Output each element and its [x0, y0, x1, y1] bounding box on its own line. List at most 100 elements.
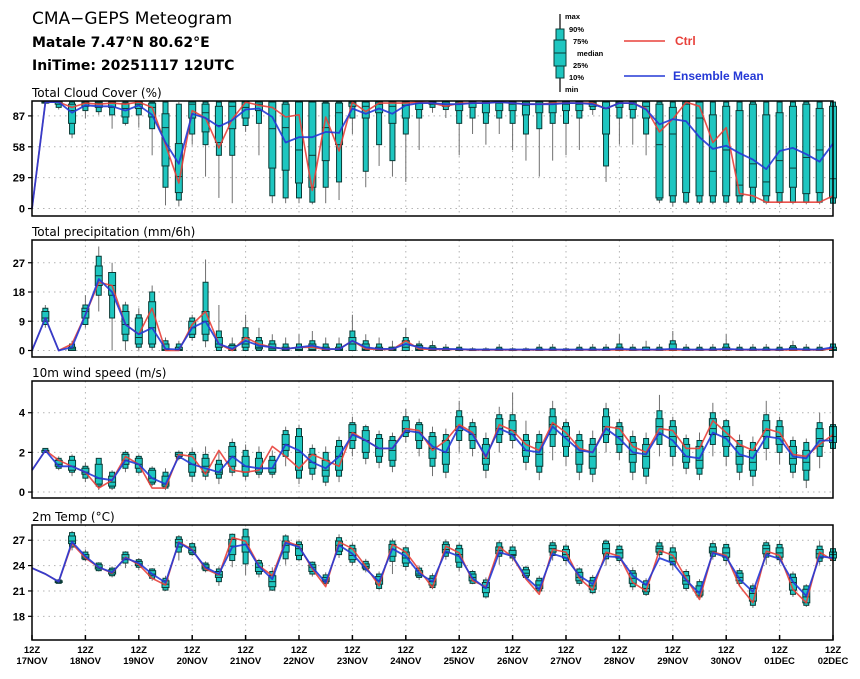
x-tick-label-date: 22NOV [283, 656, 315, 667]
box-cloud [495, 101, 504, 135]
box-iqr [148, 301, 157, 345]
box-iqr [548, 101, 557, 114]
box-iqr [295, 101, 303, 184]
chart-title: CMA−GEPS Meteogram [32, 9, 232, 29]
box-cloud [348, 101, 357, 135]
box-wind [254, 446, 263, 479]
x-tick-label-time: 12Z [184, 645, 201, 656]
legend-ctrl-label: Ctrl [675, 34, 696, 48]
box-iqr [455, 416, 464, 432]
box-wind [802, 438, 811, 489]
x-tick-label-time: 12Z [24, 645, 41, 656]
box-iqr [148, 102, 157, 118]
box-temp [441, 539, 450, 560]
box-cloud [521, 101, 530, 161]
box-wind [415, 418, 424, 457]
y-tick-label: 18 [13, 287, 25, 299]
y-tick-label: 29 [13, 173, 25, 185]
x-tick-label-time: 12Z [344, 645, 361, 656]
y-tick-label: 58 [13, 142, 25, 154]
box-wind [588, 430, 597, 483]
box-iqr [775, 426, 784, 445]
box-iqr [602, 416, 611, 436]
y-tick-label: 18 [13, 611, 25, 623]
box-cloud [695, 101, 704, 205]
x-tick-label-time: 12Z [77, 645, 94, 656]
x-tick-label-date: 02DEC [818, 656, 849, 667]
x-tick-label-date: 30NOV [711, 656, 743, 667]
box-wind [94, 457, 103, 491]
box-wind [201, 446, 210, 481]
box-wind [708, 402, 717, 457]
x-axis: 12Z17NOV12Z18NOV12Z19NOV12Z20NOV12Z21NOV… [16, 635, 848, 667]
box-iqr [161, 113, 170, 167]
box-precip [148, 285, 157, 351]
box-wind [281, 426, 290, 467]
box-iqr [281, 434, 290, 451]
box-iqr [108, 101, 117, 108]
box-iqr [815, 428, 824, 447]
legend-p10: 10% [569, 73, 584, 82]
box-iqr [695, 101, 704, 197]
x-tick-label-date: 27NOV [550, 656, 582, 667]
box-cloud [668, 101, 677, 207]
legend-mean-label: Ensemble Mean [673, 69, 764, 83]
box-iqr [508, 101, 517, 112]
box-temp [708, 540, 717, 560]
box-iqr [562, 101, 570, 112]
box-iqr [775, 112, 784, 194]
box-cloud [562, 101, 570, 156]
x-tick-label-time: 12Z [504, 645, 521, 656]
box-cloud [762, 101, 771, 205]
x-tick-label-time: 12Z [665, 645, 682, 656]
box-iqr [268, 459, 277, 473]
box-cloud [241, 101, 250, 132]
mean-line-temp [31, 541, 834, 597]
box-iqr [655, 103, 664, 199]
x-tick-label-time: 12Z [131, 645, 148, 656]
box-cloud [615, 101, 624, 145]
box-iqr [335, 102, 344, 146]
mean-line-cloud [31, 101, 834, 209]
box-wind [575, 430, 584, 481]
panel-title: 2m Temp (°C) [32, 510, 115, 524]
box-iqr [94, 463, 103, 485]
box-cloud [748, 101, 757, 205]
box-cloud [815, 101, 824, 205]
box-wind [401, 408, 410, 443]
y-tick-label: 9 [19, 316, 25, 328]
x-tick-label-date: 26NOV [497, 656, 529, 667]
box-iqr [762, 114, 771, 197]
box-cloud [468, 101, 477, 135]
box-iqr [602, 101, 611, 135]
x-tick-label-time: 12Z [558, 645, 575, 656]
box-cloud [628, 101, 637, 145]
box-wind [762, 400, 771, 461]
y-tick-label: 21 [13, 586, 25, 598]
box-iqr [521, 439, 530, 457]
panel-title: Total Cloud Cover (%) [31, 86, 162, 100]
box-iqr [468, 101, 477, 108]
x-tick-label-time: 12Z [237, 645, 254, 656]
box-wind [508, 392, 517, 449]
box-wind [214, 452, 223, 485]
x-tick-label-date: 29NOV [657, 656, 689, 667]
panel-cloud: Total Cloud Cover (%) 0 29 58 87 [13, 86, 837, 217]
panel-precip: Total precipitation (mm/6h) 0 9 18 27 [13, 225, 837, 358]
box-iqr [802, 103, 811, 195]
y-tick-label: 87 [13, 111, 25, 123]
box-iqr [268, 101, 277, 169]
y-tick-label: 27 [13, 258, 25, 270]
box-precip [668, 331, 677, 351]
box-wind [655, 394, 664, 457]
box-cloud [481, 101, 490, 145]
box-legend: max 90% 75% median 25% 10% min [553, 12, 604, 94]
box-cloud [682, 101, 691, 205]
init-time-label: IniTime: 20251117 12UTC [32, 58, 234, 74]
x-tick-label-date: 20NOV [177, 656, 209, 667]
y-tick-label: 4 [19, 408, 26, 420]
box-iqr [41, 311, 50, 322]
box-wind [241, 444, 250, 481]
